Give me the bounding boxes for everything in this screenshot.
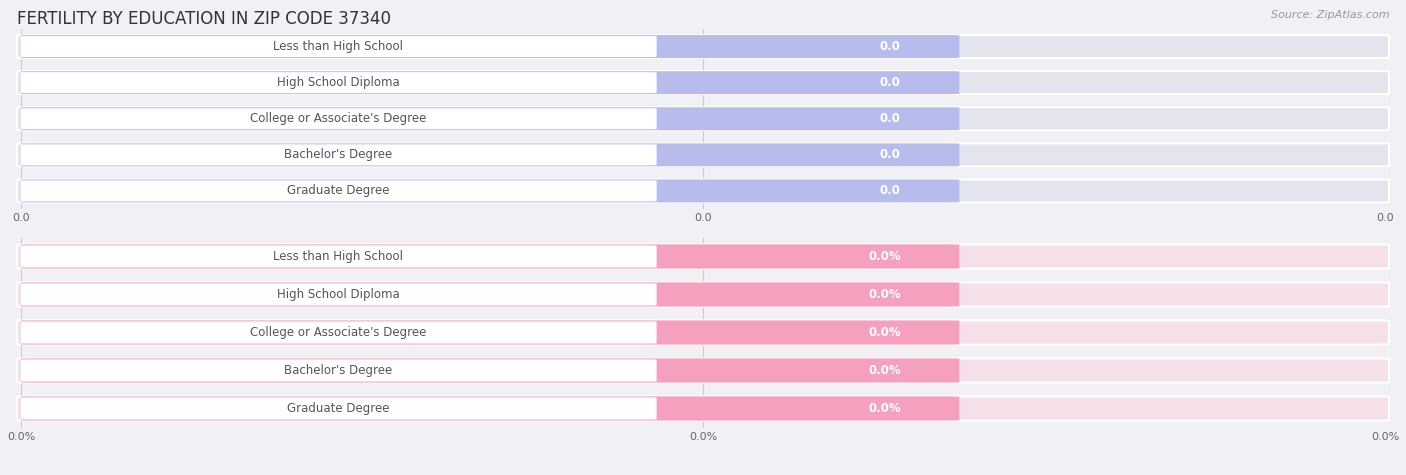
Text: FERTILITY BY EDUCATION IN ZIP CODE 37340: FERTILITY BY EDUCATION IN ZIP CODE 37340: [17, 10, 391, 28]
Text: 0.0: 0.0: [880, 112, 901, 125]
FancyBboxPatch shape: [17, 180, 1389, 202]
FancyBboxPatch shape: [20, 144, 657, 165]
FancyBboxPatch shape: [17, 359, 959, 382]
FancyBboxPatch shape: [17, 321, 959, 344]
Text: 0.0: 0.0: [880, 40, 901, 53]
Text: 0.0%: 0.0%: [868, 364, 901, 377]
FancyBboxPatch shape: [17, 245, 959, 268]
Text: 0.0: 0.0: [880, 148, 901, 162]
FancyBboxPatch shape: [20, 36, 657, 57]
Text: Source: ZipAtlas.com: Source: ZipAtlas.com: [1271, 10, 1389, 19]
FancyBboxPatch shape: [17, 321, 1389, 344]
FancyBboxPatch shape: [20, 398, 657, 419]
Text: 0.0%: 0.0%: [868, 402, 901, 415]
Text: College or Associate's Degree: College or Associate's Degree: [250, 326, 426, 339]
FancyBboxPatch shape: [17, 359, 1389, 382]
FancyBboxPatch shape: [17, 397, 959, 420]
FancyBboxPatch shape: [20, 284, 657, 305]
Text: Bachelor's Degree: Bachelor's Degree: [284, 148, 392, 162]
FancyBboxPatch shape: [17, 180, 959, 202]
Text: High School Diploma: High School Diploma: [277, 288, 399, 301]
Text: Less than High School: Less than High School: [273, 250, 404, 263]
Text: Less than High School: Less than High School: [273, 40, 404, 53]
FancyBboxPatch shape: [17, 107, 1389, 130]
FancyBboxPatch shape: [17, 143, 1389, 166]
Text: High School Diploma: High School Diploma: [277, 76, 399, 89]
Text: College or Associate's Degree: College or Associate's Degree: [250, 112, 426, 125]
FancyBboxPatch shape: [17, 245, 1389, 268]
Text: 0.0: 0.0: [880, 184, 901, 198]
Text: 0.0: 0.0: [880, 76, 901, 89]
Text: Graduate Degree: Graduate Degree: [287, 402, 389, 415]
FancyBboxPatch shape: [20, 180, 657, 201]
FancyBboxPatch shape: [17, 283, 1389, 306]
FancyBboxPatch shape: [17, 35, 959, 58]
Text: 0.0%: 0.0%: [868, 288, 901, 301]
Text: Bachelor's Degree: Bachelor's Degree: [284, 364, 392, 377]
Text: 0.0%: 0.0%: [868, 250, 901, 263]
FancyBboxPatch shape: [17, 107, 959, 130]
Text: Graduate Degree: Graduate Degree: [287, 184, 389, 198]
FancyBboxPatch shape: [20, 108, 657, 129]
FancyBboxPatch shape: [20, 246, 657, 267]
FancyBboxPatch shape: [20, 322, 657, 343]
FancyBboxPatch shape: [17, 143, 959, 166]
FancyBboxPatch shape: [17, 397, 1389, 420]
Text: 0.0%: 0.0%: [868, 326, 901, 339]
FancyBboxPatch shape: [20, 360, 657, 381]
FancyBboxPatch shape: [17, 283, 959, 306]
FancyBboxPatch shape: [17, 71, 1389, 94]
FancyBboxPatch shape: [20, 72, 657, 93]
FancyBboxPatch shape: [17, 35, 1389, 58]
FancyBboxPatch shape: [17, 71, 959, 94]
